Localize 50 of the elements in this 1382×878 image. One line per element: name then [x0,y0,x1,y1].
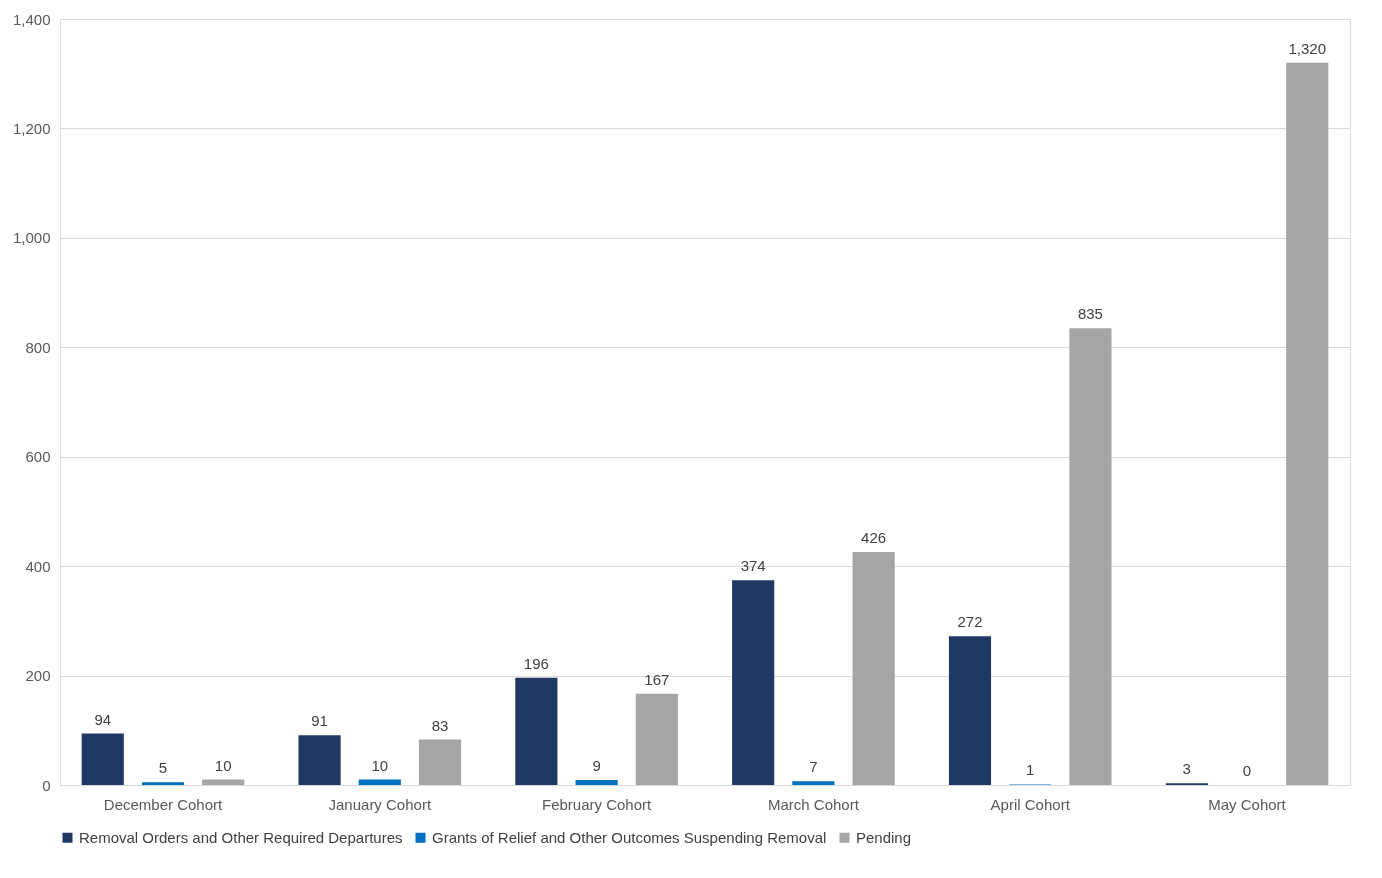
bar [1069,328,1112,785]
bar [515,677,558,785]
legend-label: Grants of Relief and Other Outcomes Suspending Removal [432,828,827,846]
data-label: 3 [1182,760,1191,778]
x-tick-label: January Cohort [328,795,432,813]
bar [358,779,401,785]
data-label: 835 [1077,305,1103,323]
bar [141,782,185,785]
y-tick-label: 0 [42,776,51,794]
data-label: 167 [644,670,670,688]
data-label: 426 [861,528,887,546]
bar [732,580,775,785]
bar [1286,62,1329,785]
data-label: 1,320 [1288,39,1327,57]
y-tick-label: 1,200 [12,119,51,137]
bar [852,551,895,785]
data-label: 374 [740,557,766,575]
y-tick-label: 1,400 [12,10,51,28]
y-tick-label: 400 [25,557,51,575]
bar [792,781,835,785]
bar [81,733,124,785]
bar [948,636,992,785]
data-label: 10 [371,756,389,774]
data-label: 94 [94,710,112,728]
x-tick-label: April Cohort [990,795,1071,813]
data-label: 7 [809,758,818,776]
x-tick-label: December Cohort [103,795,223,813]
data-label: 83 [431,716,449,734]
data-label: 196 [523,654,549,672]
bar [202,779,245,785]
bar [298,735,341,785]
data-label: 5 [158,759,168,777]
bar [418,739,462,785]
legend-label: Pending [856,828,912,846]
bar [575,780,618,785]
bar [635,693,678,785]
x-tick-label: May Cohort [1208,795,1287,813]
y-tick-label: 1,000 [12,229,51,247]
x-tick-label: March Cohort [767,795,860,813]
y-tick-label: 600 [25,448,51,466]
data-label: 10 [214,756,232,774]
data-label: 91 [311,712,328,730]
data-label: 272 [957,613,983,631]
y-tick-label: 800 [25,338,51,356]
legend-label: Removal Orders and Other Required Departures [79,828,403,846]
y-tick-label: 200 [25,667,51,685]
data-label: 1 [1026,761,1035,779]
x-tick-label: February Cohort [541,795,653,813]
data-label: 9 [592,757,601,775]
data-label: 0 [1242,762,1252,779]
